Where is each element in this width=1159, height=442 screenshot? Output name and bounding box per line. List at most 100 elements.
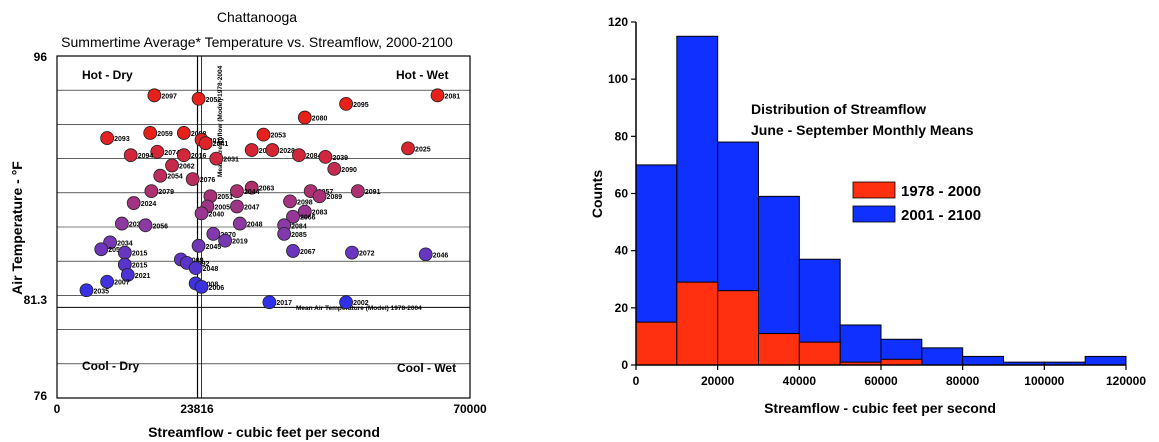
histogram-x-tick-label: 80000 (946, 374, 980, 388)
scatter-point (318, 149, 333, 164)
scatter-point-label: 2019 (232, 239, 248, 246)
histogram-y-tick-label: 100 (608, 72, 628, 86)
scatter-point (79, 283, 94, 298)
scatter-point-label: 2039 (129, 222, 145, 229)
scatter-title-line1: Chattanooga (217, 9, 297, 25)
scatter-point (339, 96, 354, 111)
scatter-point (401, 141, 415, 156)
scatter-point-label: 2016 (191, 153, 207, 160)
scatter-point-label: 2080 (312, 116, 328, 123)
scatter-point (144, 184, 159, 198)
histogram-y-tick-label: 120 (608, 15, 628, 29)
histogram-y-tick-label: 40 (615, 244, 629, 258)
histogram-y-axis-label: Counts (589, 170, 605, 218)
scatter-point-label: 2054 (167, 174, 183, 181)
scatter-point-label: 2002 (353, 300, 369, 307)
scatter-point-label: 2024 (141, 201, 157, 208)
scatter-point-label: 2085 (291, 232, 307, 239)
histogram-y-tick-label: 0 (621, 358, 628, 372)
scatter-point-label: 2021 (135, 273, 151, 280)
scatter-point-label: 2066 (300, 215, 316, 222)
scatter-point (138, 218, 153, 233)
scatter-point-label: 2083 (312, 210, 328, 217)
histogram-bar (839, 324, 882, 366)
scatter-point-label: 2025 (415, 146, 431, 153)
scatter-point (206, 226, 221, 241)
histogram-bar (962, 355, 1005, 366)
scatter-point (100, 131, 115, 145)
scatter-point-label: 2093 (114, 136, 130, 143)
scatter-point (176, 126, 191, 140)
histogram-y-tick-label: 20 (615, 301, 629, 315)
histogram-chart: 0 20 40 60 80 100 120 0 20000 40000 60000 80000 1000… (589, 15, 1146, 416)
scatter-point (230, 199, 244, 214)
scatter-point (327, 161, 342, 176)
scatter-point-label: 2046 (433, 252, 449, 259)
histogram-bar (798, 341, 841, 366)
scatter-point-label: 2089 (327, 194, 343, 201)
scatter-point (244, 180, 259, 195)
histogram-x-tick-label: 20000 (701, 374, 735, 388)
scatter-point (345, 245, 359, 260)
quadrant-cool-wet: Cool - Wet (397, 361, 456, 375)
y-tick-81-3: 81.3 (24, 293, 48, 307)
scatter-point-label: 2053 (271, 133, 287, 140)
histogram-ticks: 0 20 40 60 80 100 120 0 20000 40000 60000 80000 1000… (608, 15, 1146, 388)
scatter-point (218, 233, 233, 248)
histogram-bar (1084, 355, 1127, 366)
scatter-point-label: 2039 (332, 155, 348, 162)
scatter-point (286, 209, 300, 224)
scatter-point-label: 2040 (209, 211, 225, 218)
scatter-chart: Chattanooga Summertime Average* Temperat… (9, 9, 487, 440)
scatter-point (185, 172, 200, 187)
scatter-point-label: 2056 (153, 223, 169, 230)
scatter-point (198, 136, 213, 151)
scatter-point-label: 2092 (194, 261, 210, 268)
scatter-point-label: 2007 (114, 280, 130, 287)
scatter-point (191, 91, 206, 106)
scatter-point-label: 2067 (300, 249, 316, 256)
x-tick-0: 0 (54, 402, 61, 416)
scatter-x-axis-label: Streamflow - cubic feet per second (148, 424, 380, 440)
legend-swatch (852, 205, 896, 223)
scatter-point-label: 2015 (132, 251, 148, 258)
scatter-point-label: 2076 (200, 177, 216, 184)
scatter-point (209, 151, 224, 166)
scatter-point-label: 2009 (188, 257, 204, 264)
histogram-x-tick-label: 60000 (864, 374, 898, 388)
scatter-y-axis-label: Air Temperature - °F (9, 161, 25, 295)
scatter-point-label: 2081 (445, 93, 461, 100)
legend-swatch (852, 181, 896, 199)
scatter-point (297, 204, 312, 219)
scatter-point-label: 2050 (108, 247, 124, 254)
histogram-bars (635, 35, 1127, 366)
quadrant-hot-dry: Hot - Dry (82, 68, 133, 82)
scatter-point (286, 244, 300, 258)
scatter-point-label: 2005 (214, 204, 230, 211)
scatter-point-label: 2098 (297, 199, 313, 206)
scatter-plot-frame (56, 55, 471, 399)
scatter-point (312, 189, 327, 204)
legend-label: 2001 - 2100 (901, 207, 981, 224)
scatter-point (120, 267, 135, 282)
scatter-point (265, 143, 280, 157)
mean-temperature-label: Mean Air Temperature (Model) 1978-2004 (296, 305, 422, 312)
histogram-x-tick-label: 120000 (1106, 374, 1146, 388)
quadrant-hot-wet: Hot - Wet (396, 68, 448, 82)
quadrant-cool-dry: Cool - Dry (82, 359, 140, 373)
scatter-point (256, 127, 271, 142)
scatter-point (191, 238, 206, 253)
histogram-title-line2: June - September Monthly Means (751, 122, 974, 138)
histogram-x-axis-label: Streamflow - cubic feet per second (764, 400, 996, 416)
scatter-reference-lines (57, 56, 470, 398)
scatter-point (277, 226, 292, 241)
scatter-point (350, 184, 365, 198)
scatter-point (262, 295, 277, 310)
scatter-point-label: 2072 (359, 251, 375, 258)
scatter-point-label: 2045 (206, 244, 222, 251)
scatter-point-label: 2015 (132, 263, 148, 270)
scatter-point-label: 2041 (213, 141, 229, 148)
scatter-point-label: 2028 (279, 148, 295, 155)
scatter-point-label: 2048 (247, 222, 263, 229)
